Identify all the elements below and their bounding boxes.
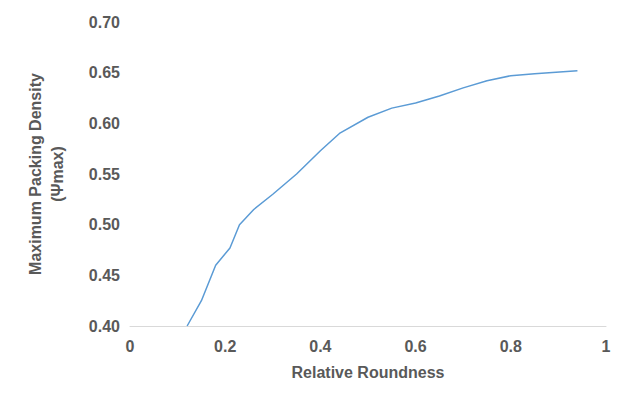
svg-text:0.50: 0.50 — [89, 216, 120, 233]
svg-text:0: 0 — [126, 338, 135, 355]
svg-text:0.6: 0.6 — [404, 338, 426, 355]
svg-text:0.40: 0.40 — [89, 318, 120, 335]
svg-text:0.8: 0.8 — [500, 338, 522, 355]
svg-text:0.60: 0.60 — [89, 115, 120, 132]
svg-text:0.4: 0.4 — [309, 338, 331, 355]
svg-text:0.65: 0.65 — [89, 64, 120, 81]
svg-text:Maximum Packing Density: Maximum Packing Density — [27, 73, 44, 275]
svg-text:0.70: 0.70 — [89, 14, 120, 31]
svg-text:Relative Roundness: Relative Roundness — [292, 364, 445, 381]
svg-text:(Ψmax): (Ψmax) — [49, 146, 66, 202]
svg-text:0.2: 0.2 — [214, 338, 236, 355]
svg-text:0.45: 0.45 — [89, 267, 120, 284]
svg-text:0.55: 0.55 — [89, 166, 120, 183]
svg-text:1: 1 — [602, 338, 611, 355]
